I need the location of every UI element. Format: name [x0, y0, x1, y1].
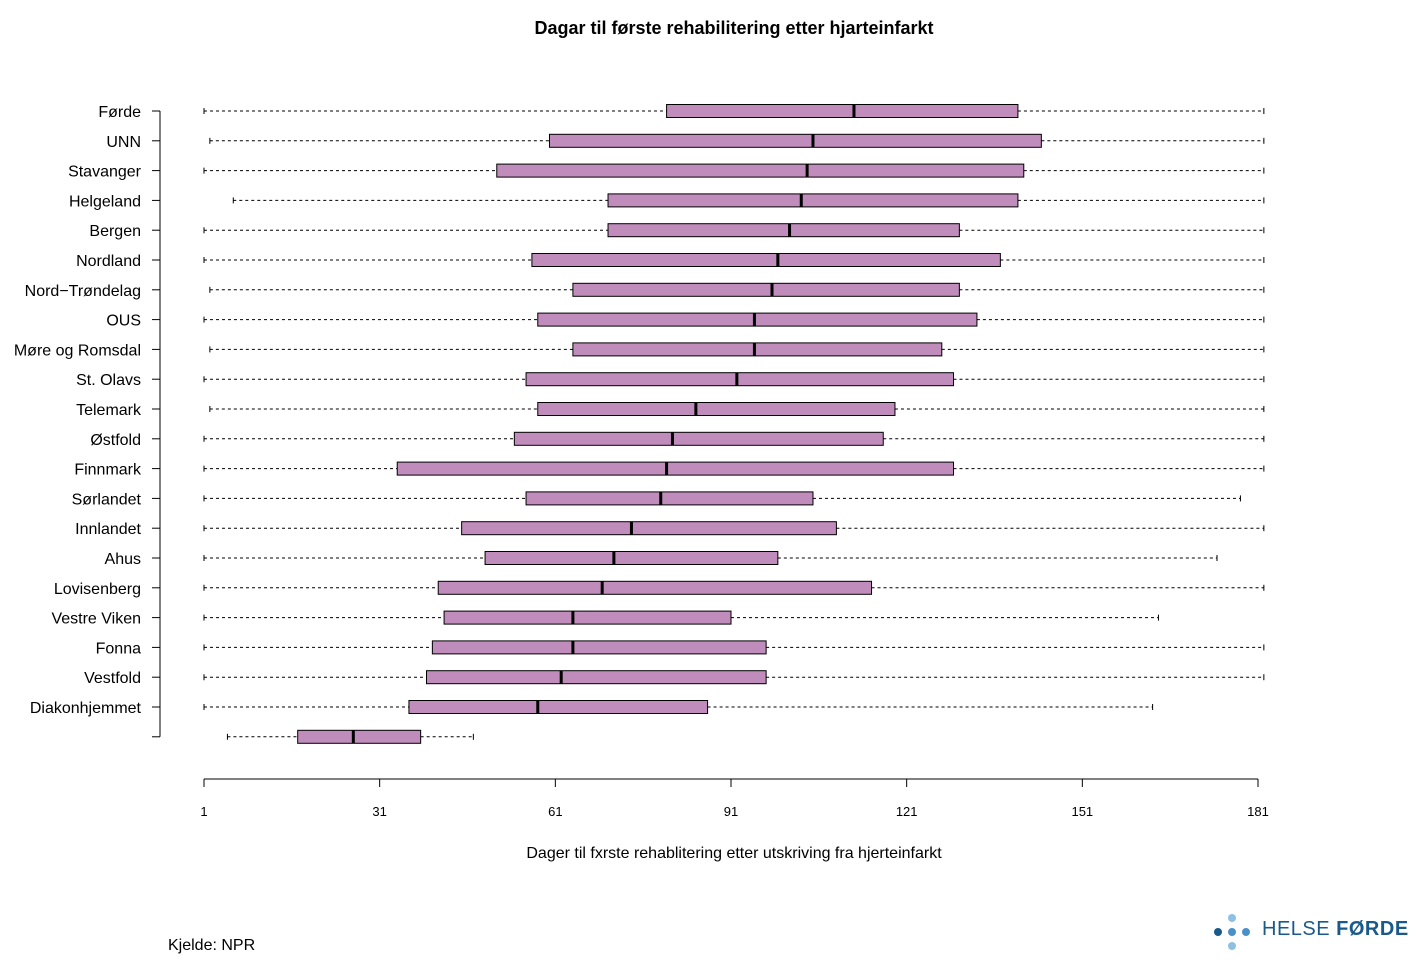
category-label: UNN — [106, 134, 141, 151]
logo-dot — [1228, 928, 1236, 936]
source-note: Kjelde: NPR — [168, 937, 256, 954]
category-label: OUS — [106, 313, 141, 330]
category-label: Innlandet — [75, 521, 141, 538]
category-label: Ahus — [105, 551, 141, 568]
x-tick-label: 181 — [1247, 804, 1269, 819]
category-label: Møre og Romsdal — [14, 342, 141, 359]
logo-wordmark: HELSE FØRDE — [1262, 918, 1409, 941]
category-label: Sørlandet — [72, 491, 142, 508]
iqr-box — [666, 104, 1019, 118]
logo-dot — [1228, 942, 1236, 950]
iqr-box — [607, 193, 1019, 208]
category-label: Finnmark — [74, 462, 142, 479]
iqr-box — [572, 282, 960, 297]
category-label: Førde — [98, 104, 141, 121]
iqr-box — [548, 133, 1042, 148]
logo-word-helse: HELSE — [1262, 918, 1331, 940]
logo-dot — [1242, 928, 1250, 936]
plot-area: Førde UNN Stavanger Helgeland Bergen Nordland… — [14, 104, 1269, 819]
iqr-box — [297, 729, 422, 744]
category-label: Nord−Trøndelag — [25, 283, 141, 300]
iqr-box — [396, 461, 955, 476]
iqr-box — [431, 640, 767, 655]
iqr-box — [408, 700, 709, 714]
category-label: Helgeland — [69, 193, 141, 210]
x-axis-label: Dager til fxrste rehablitering etter uts… — [526, 845, 942, 862]
iqr-box — [525, 491, 814, 506]
category-label: St. Olavs — [76, 372, 141, 389]
category-label: Lovisenberg — [54, 581, 141, 598]
x-tick-label: 61 — [548, 804, 562, 819]
iqr-box — [525, 372, 955, 387]
logo-dot — [1228, 914, 1236, 922]
iqr-box — [537, 402, 896, 416]
iqr-box — [513, 431, 884, 446]
helse-forde-logo: HELSE FØRDE — [1212, 910, 1412, 954]
x-tick-label: 121 — [896, 804, 918, 819]
iqr-box — [461, 521, 837, 536]
category-label: Vestre Viken — [51, 611, 141, 628]
chart-title: Dagar til første rehabilitering etter hj… — [534, 18, 933, 38]
x-tick-label: 91 — [724, 804, 738, 819]
category-label: Nordland — [76, 253, 141, 270]
category-label: Vestfold — [84, 670, 141, 687]
category-label: Telemark — [76, 402, 142, 419]
logo-word-forde: FØRDE — [1336, 918, 1409, 940]
iqr-box — [572, 342, 943, 357]
logo-dots-icon — [1214, 914, 1250, 950]
iqr-box — [607, 223, 960, 238]
category-label: Diakonhjemmet — [30, 700, 142, 717]
x-tick-label: 1 — [200, 804, 207, 819]
iqr-box — [484, 551, 779, 565]
iqr-box — [531, 253, 1001, 267]
iqr-box — [443, 610, 732, 625]
category-label: Bergen — [89, 223, 141, 240]
category-label: Østfold — [90, 432, 141, 449]
category-label: Fonna — [96, 640, 141, 657]
iqr-box — [437, 580, 873, 595]
x-tick-label: 151 — [1071, 804, 1093, 819]
iqr-box — [537, 312, 978, 327]
x-tick-label: 31 — [372, 804, 386, 819]
category-label: Stavanger — [68, 164, 142, 181]
iqr-box — [496, 163, 1025, 178]
logo-dot — [1214, 928, 1222, 936]
iqr-box — [426, 670, 767, 685]
